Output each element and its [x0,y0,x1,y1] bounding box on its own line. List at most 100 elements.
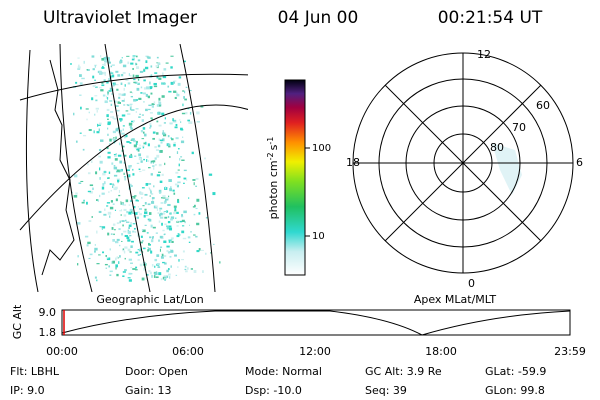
speckle [116,222,120,225]
speckle [134,81,138,84]
speckle [115,241,119,244]
speckle [148,187,150,189]
speckle [145,55,149,57]
speckle [150,74,153,77]
speckle [105,255,107,257]
speckle [155,65,159,68]
speckle [127,277,131,279]
speckle [78,182,82,185]
speckle [128,204,131,206]
speckle [142,229,146,233]
speckle [138,207,142,210]
speckle [101,192,105,195]
speckle [161,132,166,135]
speckle [118,228,121,231]
speckle [122,204,126,206]
speckle [108,78,112,81]
footer-field: Seq: 39 [365,384,407,397]
speckle [168,276,171,279]
speckle [168,195,170,198]
speckle [188,121,193,124]
speckle [103,79,106,83]
speckle [87,190,91,193]
speckle [170,265,172,268]
speckle [173,90,177,93]
speckle [102,251,105,254]
speckle [105,95,108,99]
time-label: 18:00 [425,345,457,358]
speckle [132,268,136,270]
speckle [110,189,113,192]
speckle [151,264,154,267]
speckle [159,209,161,212]
footer-field: Flt: LBHL [10,365,60,378]
speckle [187,119,191,122]
speckle [153,101,156,105]
speckle [106,202,111,204]
speckle [148,247,151,251]
speckle [162,229,165,232]
speckle [141,138,145,140]
speckle [114,100,117,103]
speckle [150,190,152,194]
speckle [125,110,129,112]
speckle [107,127,109,130]
speckle [77,255,80,258]
speckle [130,262,133,264]
speckle [170,218,173,221]
speckle [174,210,177,212]
speckle [200,105,204,108]
speckle [118,96,121,99]
speckle [93,130,95,134]
speckle [96,131,100,134]
speckle [110,65,113,68]
speckle [109,87,112,91]
speckle [119,209,121,212]
speckle [98,210,102,214]
speckle [118,261,120,264]
speckle [133,81,136,84]
time-label: 00:00 [46,345,78,358]
speckle [178,76,182,79]
speckle [162,261,166,264]
speckle [109,248,111,251]
speckle [108,265,111,268]
speckle [135,74,139,78]
speckle [146,232,149,234]
speckle [169,255,172,258]
speckle [150,192,154,195]
speckle [149,236,152,239]
speckle [110,72,114,74]
speckle [120,201,122,203]
speckle [173,81,176,84]
speckle [89,190,93,194]
speckle [142,131,145,134]
speckle [196,250,200,253]
speckle [130,245,133,248]
speckle [92,68,95,71]
speckle [170,137,172,139]
speckle [125,134,128,138]
mlt-label: 12 [477,48,491,61]
speckle [158,101,162,105]
speckle [116,127,120,130]
speckle [174,183,178,186]
speckle [162,195,166,198]
speckle [151,103,155,105]
speckle [186,178,188,181]
speckle [193,270,197,273]
speckle [168,179,172,182]
speckle [107,133,109,136]
speckle [182,103,184,107]
speckle [180,215,184,218]
speckle [96,279,98,282]
speckle [183,60,186,63]
speckle [153,167,155,170]
speckle [151,201,155,204]
speckle [94,79,96,81]
speckle [170,55,174,57]
speckle [181,219,185,222]
speckle [166,250,169,252]
speckle [183,210,187,214]
speckle [124,269,127,272]
